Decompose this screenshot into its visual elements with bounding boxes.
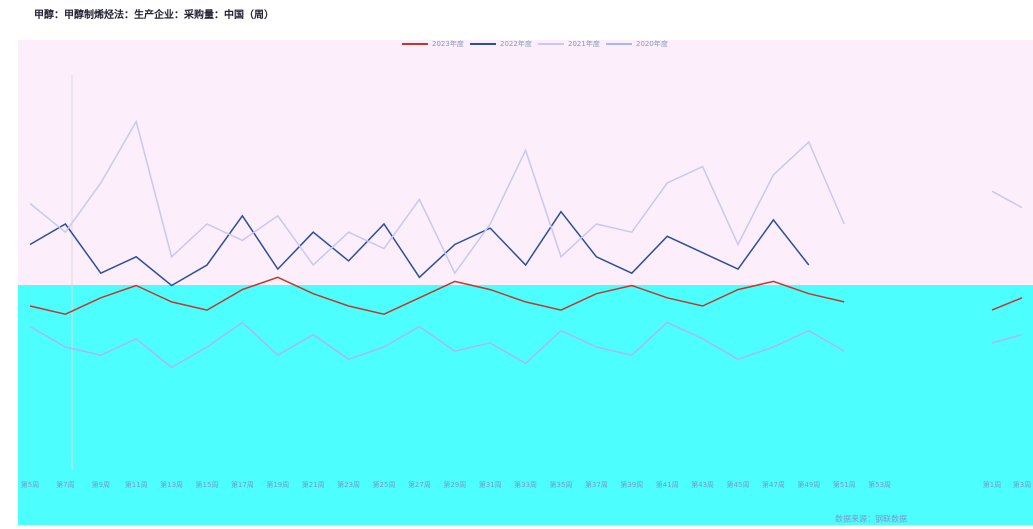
plot-background-lower [18, 285, 1033, 525]
x-tick-label: 第13周 [160, 480, 183, 489]
x-tick-label: 第15周 [196, 480, 219, 489]
x-tick-label: 第47周 [762, 480, 785, 489]
legend-label: 2020年度 [636, 39, 668, 48]
x-tick-label: 第45周 [727, 480, 750, 489]
source: 数据来源：钢联数据 [835, 514, 907, 524]
x-tick-label: 第9周 [92, 480, 110, 489]
x-tick-label: 第25周 [373, 480, 396, 489]
x-tick-label: 第43周 [691, 480, 714, 489]
x-tick-label: 第5周 [21, 480, 39, 489]
plot-background [18, 40, 1033, 285]
series-line [991, 190, 1023, 209]
x-tick-label: 第39周 [620, 480, 643, 489]
series-line [991, 297, 1023, 311]
x-tick-label: 第1周 [983, 480, 1001, 489]
x-tick-label: 第21周 [302, 480, 325, 489]
series-line [29, 276, 845, 315]
series-line [29, 119, 845, 275]
x-tick-label: 第35周 [550, 480, 573, 489]
x-tick-label: 第49周 [797, 480, 820, 489]
x-tick-label: 第37周 [585, 480, 608, 489]
x-tick-label: 第41周 [656, 480, 679, 489]
x-tick-label: 第7周 [56, 480, 74, 489]
x-tick-label: 第17周 [231, 480, 254, 489]
x-tick-label: 第31周 [479, 480, 502, 489]
x-tick-label: 第19周 [266, 480, 289, 489]
legend-label: 2022年度 [500, 39, 532, 48]
series-line [29, 321, 845, 369]
x-tick-label: 第11周 [125, 480, 148, 489]
series-line [991, 333, 1023, 344]
x-tick-label: 第29周 [443, 480, 466, 489]
x-tick-label: 第27周 [408, 480, 431, 489]
legend-label: 2023年度 [432, 39, 464, 48]
x-tick-label: 第33周 [514, 480, 537, 489]
x-tick-label: 第23周 [337, 480, 360, 489]
series-line [29, 210, 810, 287]
x-tick-label: 第3周 [1013, 480, 1031, 489]
legend-label: 2021年度 [568, 39, 600, 48]
x-tick-label: 第53周 [868, 480, 891, 489]
x-tick-label: 第51周 [833, 480, 856, 489]
chart-title: 甲醇：甲醇制烯烃法：生产企业：采购量：中国（周） [34, 8, 274, 21]
